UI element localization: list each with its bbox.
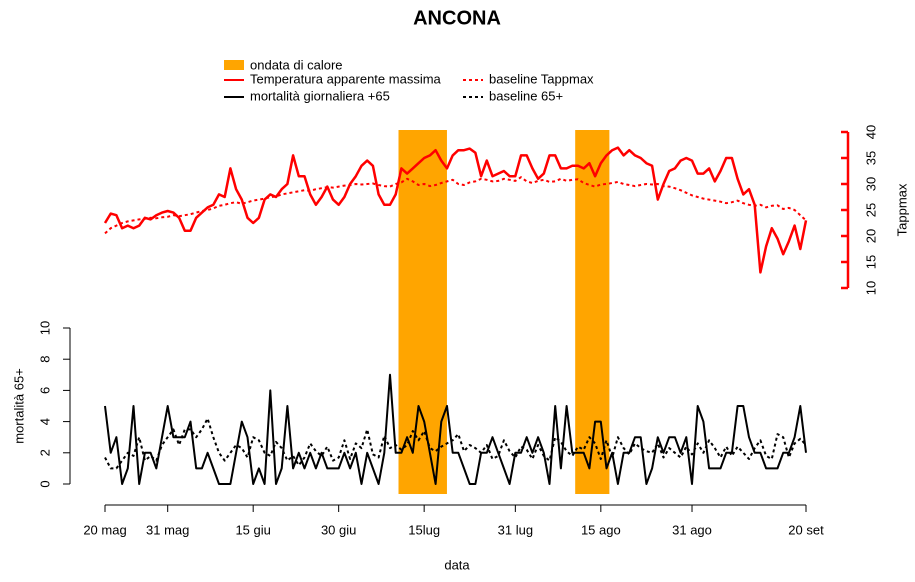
legend-label: Temperatura apparente massima — [250, 71, 442, 86]
y-axis-label: mortalità 65+ — [11, 368, 26, 444]
y-tick-label: 8 — [37, 356, 52, 363]
legend-label: ondata di calore — [250, 57, 343, 72]
chart-title: ANCONA — [413, 7, 501, 29]
x-tick-label: 31 ago — [672, 522, 712, 537]
series-line — [104, 373, 807, 485]
y-tick-label: 0 — [37, 480, 52, 487]
legend-label: baseline Tappmax — [489, 71, 594, 86]
series-line — [104, 417, 807, 470]
y-tick-label: 10 — [37, 321, 52, 335]
heatwave-band — [575, 130, 610, 494]
y2-tick-label: 30 — [863, 177, 878, 191]
legend-label: mortalità giornaliera +65 — [250, 88, 390, 103]
y2-tick-label: 40 — [863, 125, 878, 139]
series-line — [103, 146, 808, 274]
series-line — [104, 176, 807, 235]
y-tick-label: 6 — [37, 387, 52, 394]
x-tick-label: 20 mag — [83, 522, 126, 537]
y2-tick-label: 10 — [863, 281, 878, 295]
y2-axis-label: Tappmax — [894, 183, 909, 236]
y2-tick-label: 25 — [863, 203, 878, 217]
x-tick-label: 20 set — [788, 522, 824, 537]
x-tick-label: 15 ago — [581, 522, 621, 537]
x-tick-label: 15 giu — [235, 522, 270, 537]
x-axis-label: data — [444, 557, 470, 572]
legend-label: baseline 65+ — [489, 88, 563, 103]
y-tick-label: 4 — [37, 418, 52, 425]
y-tick-label: 2 — [37, 449, 52, 456]
x-tick-label: 31 mag — [146, 522, 189, 537]
y2-tick-label: 15 — [863, 255, 878, 269]
x-tick-label: 30 giu — [321, 522, 356, 537]
y2-tick-label: 35 — [863, 151, 878, 165]
y2-tick-label: 20 — [863, 229, 878, 243]
legend-swatch — [224, 60, 244, 70]
x-tick-label: 31 lug — [498, 522, 533, 537]
x-tick-label: 15lug — [408, 522, 440, 537]
